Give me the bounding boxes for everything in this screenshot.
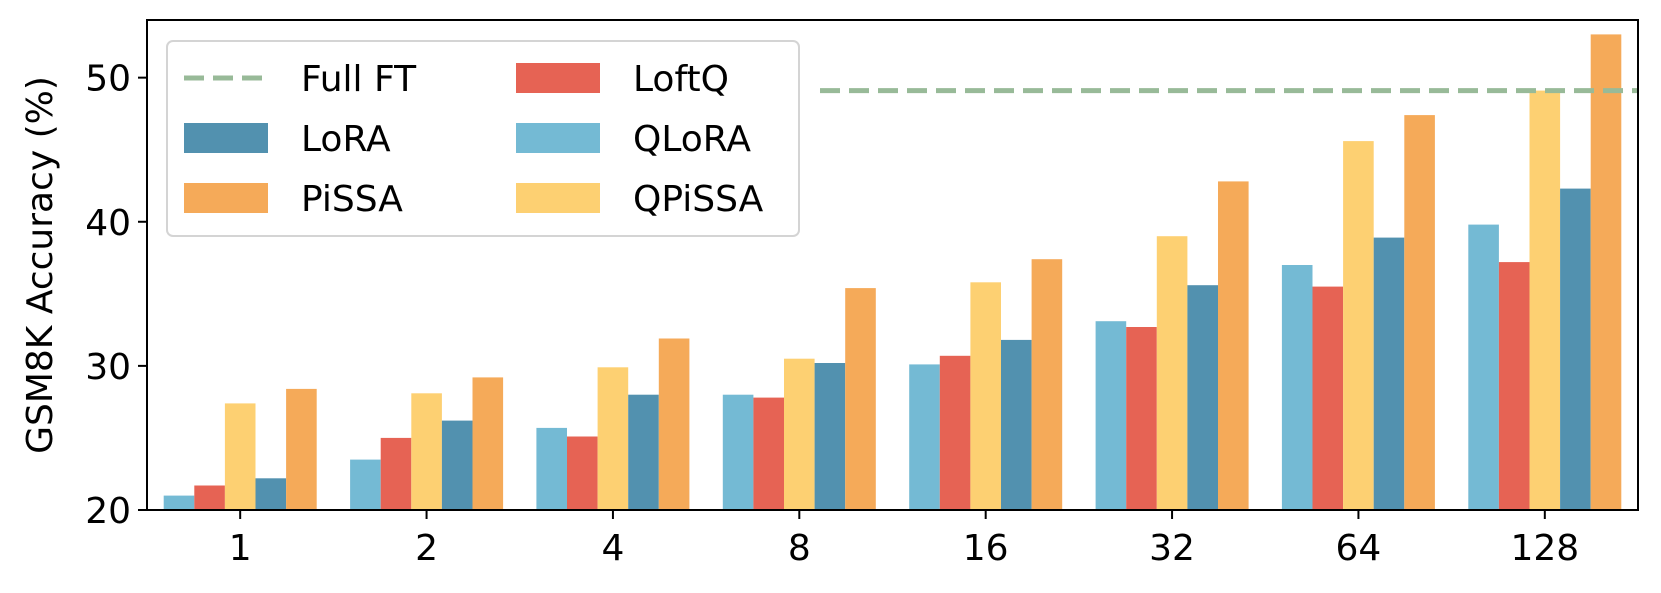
- bar-pissa-2: [472, 377, 504, 510]
- bar-pissa-64: [1404, 115, 1435, 510]
- legend-label-full-ft: Full FT: [301, 59, 417, 100]
- bar-qpissa-16: [970, 282, 1001, 510]
- bar-loftq-1: [194, 485, 225, 510]
- legend-box: [166, 40, 800, 237]
- legend-label-pissa: PiSSA: [301, 179, 403, 220]
- bar-loftq-32: [1126, 327, 1157, 510]
- x-tick-label-4: 4: [601, 528, 624, 569]
- bar-lora-2: [441, 420, 473, 510]
- bar-lora-16: [1001, 339, 1032, 510]
- bar-qlora-32: [1095, 321, 1127, 510]
- bar-pissa-1: [286, 388, 317, 510]
- legend-swatch-lora: [184, 123, 268, 153]
- legend-label-qlora: QLoRA: [633, 119, 751, 160]
- legend-swatch-qpissa: [516, 183, 600, 213]
- bar-qlora-4: [536, 427, 567, 510]
- bar-qpissa-32: [1156, 236, 1188, 510]
- bars-group: [163, 34, 1622, 511]
- legend-swatch-loftq: [516, 63, 600, 93]
- x-tick-label-32: 32: [1149, 528, 1195, 569]
- legend-label-lora: LoRA: [301, 119, 391, 160]
- x-tick-label-2: 2: [415, 528, 438, 569]
- bar-qpissa-128: [1529, 90, 1561, 510]
- bar-qlora-64: [1281, 265, 1313, 510]
- bar-qlora-128: [1468, 224, 1499, 510]
- y-tick-label-20: 20: [85, 491, 131, 532]
- legend: Full FT LoRA PiSSA LoftQ QLoRA QPiSSA: [166, 40, 800, 237]
- x-tick-label-64: 64: [1336, 528, 1382, 569]
- bar-loftq-4: [567, 436, 598, 510]
- bar-pissa-32: [1218, 181, 1249, 510]
- bar-lora-128: [1560, 188, 1591, 510]
- bar-loftq-2: [380, 437, 412, 510]
- bar-qpissa-4: [597, 367, 629, 510]
- bar-qpissa-1: [224, 403, 256, 510]
- x-tick-label-8: 8: [788, 528, 811, 569]
- bar-loftq-16: [939, 355, 971, 510]
- legend-swatch-qlora: [516, 123, 600, 153]
- bar-pissa-128: [1590, 34, 1622, 511]
- x-tick-label-128: 128: [1510, 528, 1579, 569]
- bar-qlora-1: [163, 495, 195, 510]
- bar-qlora-16: [909, 364, 940, 510]
- y-tick-label-50: 50: [85, 59, 131, 100]
- bar-pissa-8: [845, 288, 876, 510]
- x-tick-label-16: 16: [963, 528, 1009, 569]
- bar-lora-1: [255, 478, 287, 510]
- y-tick-label-30: 30: [85, 347, 131, 388]
- bar-loftq-128: [1498, 262, 1530, 510]
- bar-qpissa-2: [411, 393, 442, 510]
- bar-qlora-8: [722, 394, 754, 510]
- bar-lora-8: [814, 363, 846, 510]
- bar-lora-32: [1187, 285, 1218, 510]
- bar-loftq-8: [753, 397, 784, 510]
- bar-qlora-2: [350, 459, 381, 510]
- y-axis-label: GSM8K Accuracy (%): [20, 76, 61, 454]
- legend-swatch-pissa: [184, 183, 268, 213]
- legend-label-qpissa: QPiSSA: [633, 179, 764, 220]
- bar-qpissa-8: [784, 358, 815, 510]
- plot-frame: [146, 19, 1639, 511]
- bar-pissa-4: [658, 338, 690, 510]
- x-tick-label-1: 1: [229, 528, 252, 569]
- bar-loftq-64: [1312, 286, 1344, 510]
- bar-lora-4: [628, 394, 659, 510]
- bar-qpissa-64: [1343, 141, 1374, 510]
- bar-lora-64: [1373, 237, 1405, 510]
- bar-pissa-16: [1031, 259, 1063, 510]
- legend-label-loftq: LoftQ: [633, 59, 729, 100]
- y-tick-label-40: 40: [85, 203, 131, 244]
